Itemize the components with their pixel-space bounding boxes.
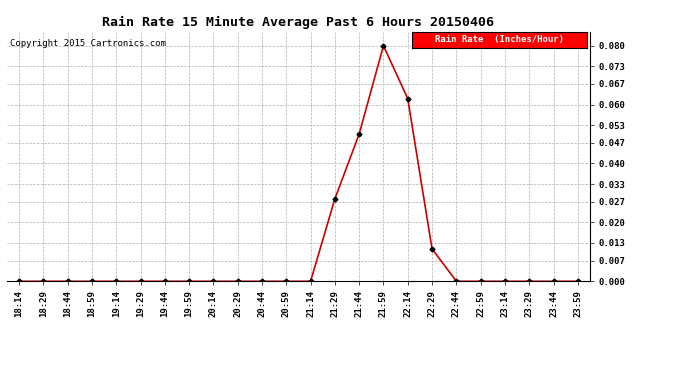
Text: Copyright 2015 Cartronics.com: Copyright 2015 Cartronics.com <box>10 39 166 48</box>
Title: Rain Rate 15 Minute Average Past 6 Hours 20150406: Rain Rate 15 Minute Average Past 6 Hours… <box>102 16 495 29</box>
